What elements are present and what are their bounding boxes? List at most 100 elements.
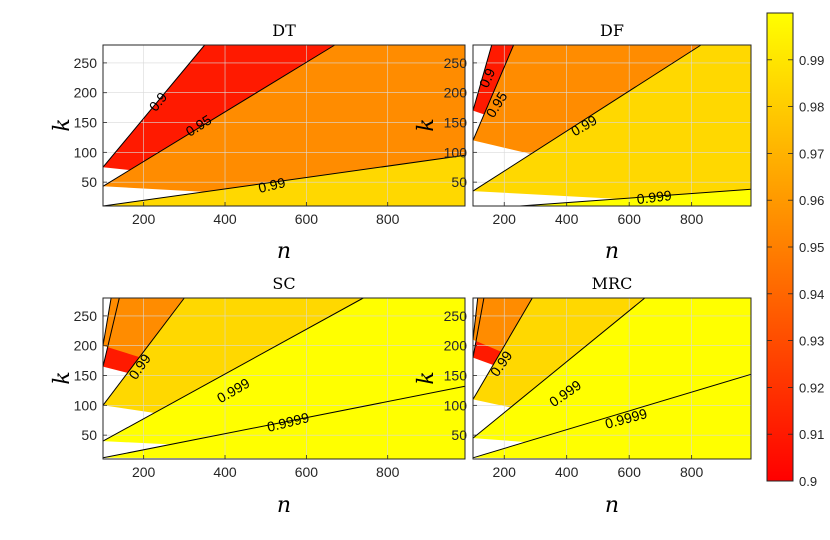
y-tick-label: 250 [74,308,98,324]
colorbar-tick-label: 0.97 [799,146,824,161]
contour-lines [102,44,466,207]
contour-line-0.9999 [472,373,752,459]
x-tick-label: 400 [213,211,237,227]
y-tick-label: 50 [451,174,467,190]
y-tick-label: 200 [74,85,98,101]
colorbar-tick-label: 0.91 [799,427,824,442]
contour-lines [102,297,466,459]
colorbar-tick-label: 0.95 [799,240,824,255]
filled-regions [473,298,751,459]
plot-frame [472,44,752,207]
subplot-title: DF [600,21,624,40]
x-tick-label: 800 [376,464,400,480]
y-tick-label: 150 [74,115,98,131]
y-tick-label: 200 [74,338,98,354]
y-tick-label: 50 [81,427,97,443]
x-tick-label: 600 [618,211,642,227]
plot-frame [472,297,752,460]
x-tick-label: 200 [493,464,517,480]
contour-line-0.95 [102,297,112,346]
y-axis-label: k [414,371,439,384]
subplot-dt: DT 0.90.950.99 200 400 600 800 501001502002… [50,21,466,264]
region-above-0.999 [473,189,751,206]
y-tick-label: 200 [444,338,468,354]
x-tick-label: 400 [555,211,579,227]
colorbar-tick-label: 0.96 [799,193,824,208]
y-tick-label: 150 [444,115,468,131]
contour-label: 0.999 [636,187,673,207]
x-tick-label: 200 [493,211,517,227]
contour-line-0.99 [472,44,702,192]
gridlines [103,45,465,206]
x-tick-labels: 200 400 600 800 [132,455,400,480]
contour-line-0.9 [472,44,493,111]
colorbar-tick-label: 0.93 [799,334,824,349]
y-tick-label: 50 [451,427,467,443]
contour-line-0.95 [472,297,479,340]
y-tick-label: 100 [444,144,468,160]
contour-line-0.95 [102,44,336,187]
x-tick-label: 800 [376,211,400,227]
colorbar-tick-label: 0.98 [799,100,824,115]
y-tick-label: 100 [444,397,468,413]
x-tick-label: 800 [680,211,704,227]
filled-regions [103,45,465,206]
y-tick-label: 100 [74,397,98,413]
plot-frame [102,297,466,460]
contour-line-0.9 [472,297,485,358]
x-axis-label: n [605,239,619,264]
x-axis-label: n [277,239,291,264]
colorbar-ticks: 0.9 0.91 0.92 0.93 0.94 0.95 0.96 0.97 0.98 0.99 [767,53,824,489]
y-axis-label: k [414,118,439,131]
contour-line-0.999 [102,297,364,442]
gridlines [103,298,465,459]
y-tick-labels: 50 100 150 200 250 [444,55,477,190]
x-tick-label: 200 [132,464,156,480]
contour-lines [472,297,752,459]
contour-line-0.99 [472,297,533,400]
contour-label: 0.99 [257,174,287,196]
contour-line-0.9999 [102,385,466,459]
filled-regions [473,45,751,206]
x-tick-labels: 200 400 600 800 [493,202,704,227]
y-tick-label: 50 [81,174,97,190]
colorbar: 0.9 0.91 0.92 0.93 0.94 0.95 0.96 0.97 0.98 0.99 [766,12,824,489]
contour-line-0.9 [102,44,206,168]
region-above-0.99 [473,45,751,206]
x-axis-label: n [605,493,619,518]
gridlines [473,45,751,206]
subplot-title: SC [272,274,295,293]
plot-frame [102,44,466,207]
y-tick-label: 150 [74,368,98,384]
y-axis-label: k [50,371,75,384]
subplot-df: DF 0.90.950.990.999 200 400 600 800 5010015… [414,21,752,264]
colorbar-tick-label: 0.99 [799,53,824,68]
x-tick-label: 400 [555,464,579,480]
y-tick-labels: 50 100 150 200 250 [74,308,107,443]
contour-label: 0.9 [476,66,499,90]
x-tick-label: 600 [618,464,642,480]
y-tick-label: 250 [444,55,468,71]
x-tick-label: 600 [295,211,319,227]
y-tick-labels: 50 100 150 200 250 [74,55,107,190]
gridlines [473,298,751,459]
y-tick-labels: 50 100 150 200 250 [444,308,477,443]
x-tick-label: 400 [213,464,237,480]
colorbar-tick-label: 0.92 [799,380,824,395]
contour-line-0.99 [102,154,466,207]
x-tick-label: 800 [680,464,704,480]
y-tick-label: 200 [444,85,468,101]
contour-line-0.999 [472,297,646,439]
y-tick-label: 150 [444,368,468,384]
contour-line-0.9 [102,297,120,367]
contour-line-0.95 [472,44,515,141]
x-tick-labels: 200 400 600 800 [132,202,400,227]
y-tick-label: 100 [74,144,98,160]
y-axis-label: k [50,118,75,131]
x-tick-labels: 200 400 600 800 [493,455,704,480]
colorbar-tick-label: 0.94 [799,287,824,302]
subplot-title: MRC [592,274,633,293]
